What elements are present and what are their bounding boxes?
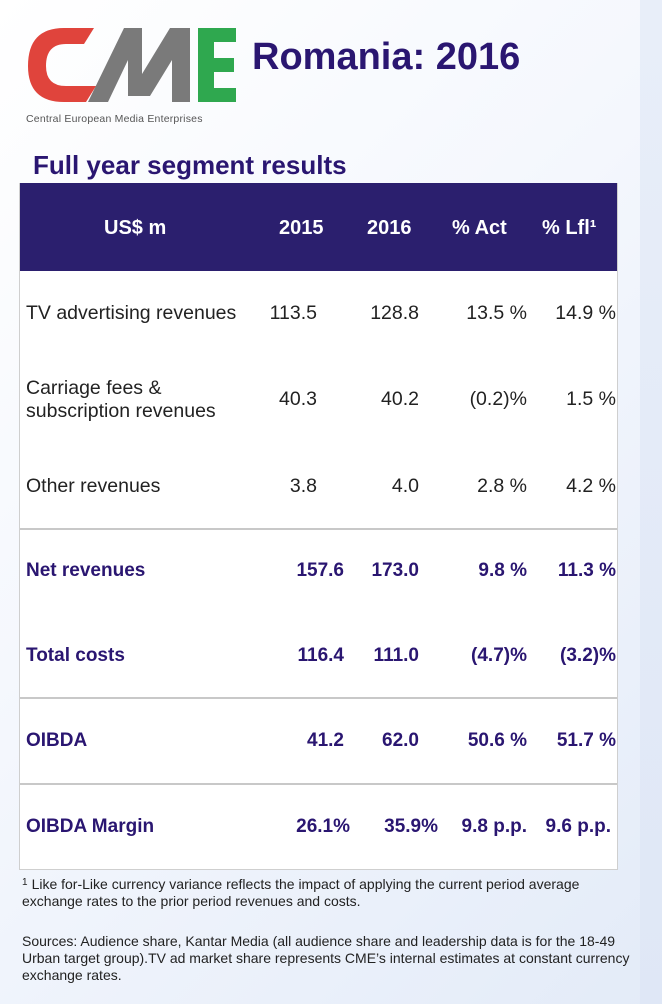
background-strip [640, 0, 662, 1004]
table-header: US$ m 2015 2016 % Act % Lfl¹ [20, 183, 617, 271]
header-lfl: % Lfl¹ [542, 217, 597, 239]
row-act: 50.6 % [467, 730, 527, 751]
row-2016: 62.0 [382, 730, 419, 751]
row-act: (4.7)% [471, 645, 527, 666]
header-currency: US$ m [104, 217, 167, 239]
row-2016: 35.9% [384, 816, 438, 837]
row-label-line1: Carriage fees & [26, 377, 162, 399]
footnote: 1 Like for-Like currency variance reflect… [22, 876, 632, 910]
row-2016: 4.0 [391, 475, 419, 497]
row-act: 13.5 % [466, 302, 527, 324]
footnote-marker: 1 [22, 877, 28, 888]
row-label: Total costs [26, 645, 125, 666]
results-table: US$ m 2015 2016 % Act % Lfl¹ TV advertis… [19, 183, 618, 870]
row-divider [20, 697, 617, 699]
row-act: 2.8 % [477, 475, 527, 497]
cme-logo: Central European Media Enterprises [24, 20, 239, 130]
row-act: 9.8 % [478, 560, 527, 581]
row-2016: 128.8 [370, 302, 419, 324]
page-title: Romania: 2016 [252, 36, 521, 78]
row-label: Other revenues [26, 475, 161, 497]
row-act: (0.2)% [469, 388, 527, 410]
row-2015: 40.3 [279, 388, 317, 410]
row-2015: 26.1% [296, 816, 350, 837]
row-divider [20, 783, 617, 785]
row-lfl: 14.9 % [555, 302, 616, 324]
row-lfl: 11.3 % [557, 560, 616, 581]
row-label: Net revenues [26, 560, 146, 581]
row-lfl: 1.5 % [566, 388, 616, 410]
row-label: OIBDA [26, 730, 88, 751]
row-lfl: 4.2 % [566, 475, 616, 497]
row-lfl: (3.2)% [560, 645, 616, 666]
row-lfl: 9.6 p.p. [545, 816, 611, 837]
row-2015: 113.5 [269, 302, 317, 324]
row-2016: 111.0 [373, 645, 419, 666]
row-2016: 173.0 [371, 560, 419, 581]
row-divider [20, 528, 617, 530]
row-2015: 41.2 [307, 730, 344, 751]
row-2015: 3.8 [289, 475, 317, 497]
row-act: 9.8 p.p. [461, 816, 527, 837]
row-label: OIBDA Margin [26, 816, 155, 837]
logo-subtitle: Central European Media Enterprises [26, 113, 203, 125]
section-title: Full year segment results [33, 150, 347, 180]
row-2015: 157.6 [296, 560, 344, 581]
row-label-line2: subscription revenues [26, 400, 216, 422]
row-2016: 40.2 [381, 388, 419, 410]
sources-note: Sources: Audience share, Kantar Media (a… [22, 933, 630, 983]
cme-logo-mark [28, 28, 236, 102]
header-2015: 2015 [279, 217, 324, 239]
header-act: % Act [452, 217, 507, 239]
row-2015: 116.4 [297, 645, 345, 666]
row-lfl: 51.7 % [556, 730, 616, 751]
header-2016: 2016 [367, 217, 412, 239]
row-label: TV advertising revenues [26, 302, 237, 324]
footnote-text: Like for-Like currency variance reflects… [22, 876, 580, 909]
